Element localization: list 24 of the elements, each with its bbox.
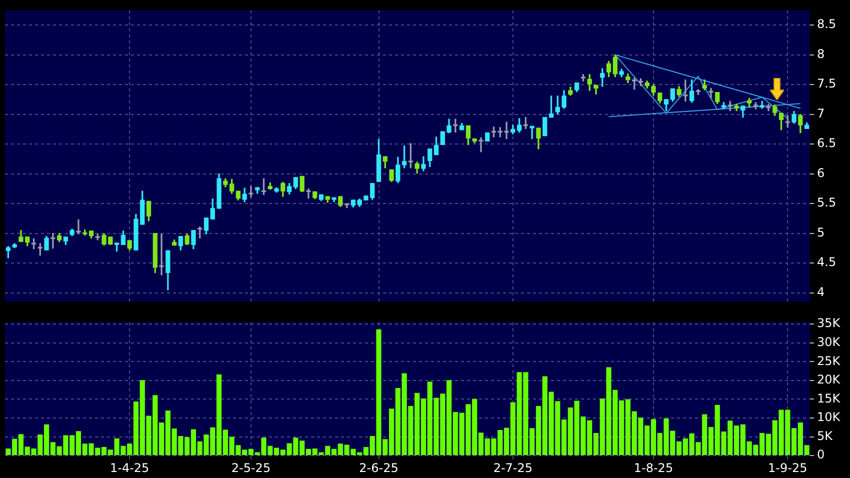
y-tick-label: 4 — [817, 285, 825, 299]
y-tick-label: 5.5 — [817, 196, 836, 210]
x-tick-label: 2-5-25 — [231, 460, 271, 475]
y-tick-label: 6 — [817, 166, 825, 180]
x-tick-label: 2-7-25 — [493, 460, 533, 475]
y-tick-label: 0 — [817, 448, 825, 462]
x-tick-label: 1-9-25 — [768, 460, 808, 475]
x-tick-label: 2-6-25 — [359, 460, 398, 475]
y-tick-label: 4.5 — [817, 255, 836, 270]
y-tick-label: 25K — [817, 354, 842, 368]
y-tick-label: 8.5 — [817, 17, 836, 32]
y-tick-label: 6.5 — [817, 136, 836, 150]
y-tick-label: 10K — [817, 410, 842, 424]
y-tick-label: 7.5 — [817, 76, 836, 91]
x-tick-label: 1-8-25 — [634, 460, 674, 475]
y-tick-label: 5K — [817, 428, 834, 443]
x-tick-label: 1-4-25 — [110, 460, 150, 475]
y-tick-label: 7 — [817, 106, 825, 120]
y-tick-label: 8 — [817, 46, 825, 61]
y-tick-label: 30K — [817, 334, 842, 349]
y-tick-label: 5 — [817, 225, 825, 240]
y-tick-label: 20K — [817, 372, 842, 387]
y-tick-label: 35K — [817, 316, 842, 330]
y-tick-label: 15K — [817, 391, 842, 406]
